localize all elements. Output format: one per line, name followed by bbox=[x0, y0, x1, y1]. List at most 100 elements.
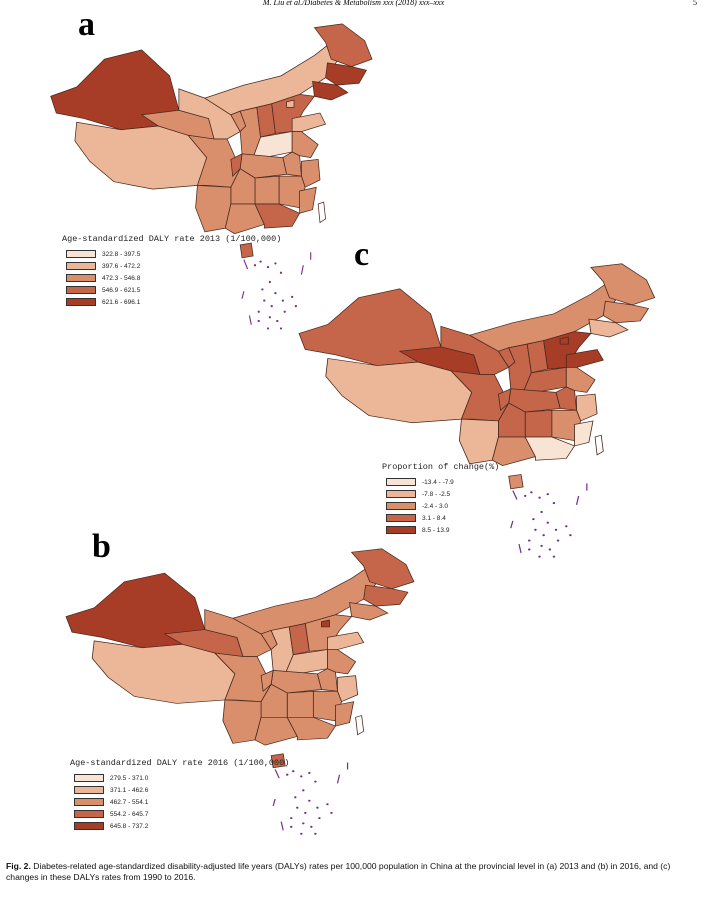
panel-c-letter: c bbox=[354, 236, 370, 273]
nine-dash-line bbox=[243, 259, 249, 270]
island-dot bbox=[300, 775, 303, 778]
province-henan bbox=[252, 131, 293, 158]
legend-label: 8.5 - 13.9 bbox=[422, 526, 450, 534]
island-dot bbox=[268, 280, 271, 284]
province-fujian bbox=[299, 186, 317, 214]
island-dot bbox=[274, 292, 277, 295]
province-hunan bbox=[524, 409, 553, 438]
caption-text: Diabetes-related age-standardized disabi… bbox=[6, 861, 671, 882]
caption-label: Fig. 2. bbox=[6, 861, 31, 871]
island-dot bbox=[279, 271, 283, 274]
province-yunnan bbox=[458, 418, 499, 465]
island-dot bbox=[261, 288, 264, 291]
nine-dash-line bbox=[300, 265, 304, 275]
province-yunnan bbox=[222, 699, 262, 744]
province-guangxi bbox=[224, 203, 265, 235]
island-dot bbox=[552, 502, 556, 505]
province-jilin bbox=[363, 584, 409, 607]
island-dot bbox=[548, 548, 552, 551]
island-dot bbox=[540, 544, 543, 547]
island-dot bbox=[542, 534, 545, 537]
island-dot bbox=[569, 534, 572, 537]
legend-label: -13.4 - -7.9 bbox=[422, 478, 454, 486]
legend-label: 371.1 - 462.6 bbox=[110, 786, 149, 794]
island-dot bbox=[565, 525, 568, 528]
legend-swatch bbox=[386, 478, 416, 486]
island-dot bbox=[274, 262, 277, 265]
province-heilongjiang bbox=[590, 263, 656, 306]
legend-panel-a: Age-standardized DALY rate 2013 (1/100,0… bbox=[62, 234, 281, 308]
province-beijing bbox=[286, 99, 295, 108]
island-dot bbox=[318, 817, 321, 820]
province-liaoning bbox=[312, 80, 349, 101]
legend-item: 554.2 - 645.7 bbox=[74, 808, 289, 820]
legend-item: 472.3 - 546.8 bbox=[66, 272, 281, 284]
island-dot bbox=[270, 305, 273, 308]
legend-title: Age-standardized DALY rate 2013 (1/100,0… bbox=[62, 234, 282, 244]
nine-dash-line bbox=[248, 315, 252, 325]
province-zhejiang bbox=[576, 393, 598, 422]
island-dot bbox=[528, 539, 531, 542]
legend-swatch bbox=[386, 490, 416, 498]
legend-label: 472.3 - 546.8 bbox=[102, 274, 141, 282]
island-dot bbox=[290, 825, 293, 828]
legend-swatch bbox=[74, 822, 104, 830]
legend-swatch bbox=[74, 810, 104, 818]
island-dot bbox=[257, 319, 260, 323]
legend-label: 279.5 - 371.0 bbox=[110, 774, 149, 782]
province-heilongjiang bbox=[350, 548, 415, 590]
province-zhejiang bbox=[301, 159, 321, 188]
legend-swatch bbox=[66, 262, 96, 270]
province-taiwan bbox=[355, 715, 365, 736]
island-dot bbox=[308, 799, 311, 802]
island-dot bbox=[294, 796, 297, 799]
province-fujian bbox=[574, 420, 594, 447]
running-head: M. Liu et al./Diabetes & Metabolism xxx … bbox=[262, 0, 445, 7]
province-shandong bbox=[565, 349, 604, 368]
nine-dash-line bbox=[280, 821, 284, 831]
province-fujian bbox=[335, 701, 355, 727]
legend-label: -2.4 - 3.0 bbox=[422, 502, 449, 510]
province-jilin bbox=[325, 62, 367, 86]
island-dot bbox=[326, 803, 329, 806]
legend-item: 397.6 - 472.2 bbox=[66, 260, 281, 272]
legend-label: 621.6 - 696.1 bbox=[102, 298, 141, 306]
panel-b-letter: b bbox=[92, 528, 111, 565]
nine-dash-line bbox=[575, 495, 580, 505]
island-dot bbox=[294, 305, 297, 308]
island-dot bbox=[316, 806, 319, 809]
island-dot bbox=[556, 539, 560, 542]
island-dot bbox=[552, 555, 556, 558]
province-guangdong bbox=[286, 716, 337, 741]
island-dot bbox=[546, 493, 550, 496]
province-hunan bbox=[254, 175, 280, 205]
legend-swatch bbox=[66, 250, 96, 258]
island-dot bbox=[296, 806, 299, 809]
province-anhui bbox=[282, 151, 302, 177]
legend-label: 645.8 - 737.2 bbox=[110, 822, 149, 830]
island-dot bbox=[538, 496, 541, 499]
island-dot bbox=[532, 518, 535, 521]
island-dot bbox=[286, 773, 289, 776]
island-dot bbox=[257, 310, 260, 313]
province-hainan bbox=[239, 242, 254, 259]
province-taiwan bbox=[594, 434, 604, 456]
province-yunnan bbox=[195, 185, 232, 233]
province-jilin bbox=[602, 300, 650, 324]
island-dot bbox=[263, 299, 266, 302]
island-dot bbox=[292, 770, 295, 773]
legend-label: 462.7 - 554.1 bbox=[110, 798, 149, 806]
legend-item: 3.1 - 8.4 bbox=[386, 512, 499, 524]
island-dot bbox=[314, 832, 317, 835]
province-hainan bbox=[508, 474, 524, 490]
legend-item: 322.8 - 397.5 bbox=[66, 248, 281, 260]
island-dot bbox=[266, 266, 270, 269]
nine-dash-line bbox=[518, 544, 522, 554]
island-dot bbox=[540, 510, 543, 514]
province-zhejiang bbox=[337, 675, 359, 703]
island-dot bbox=[554, 528, 558, 531]
island-dot bbox=[266, 327, 270, 330]
legend-swatch bbox=[386, 514, 416, 522]
island-dot bbox=[528, 548, 531, 551]
legend-item: 8.5 - 13.9 bbox=[386, 524, 499, 536]
